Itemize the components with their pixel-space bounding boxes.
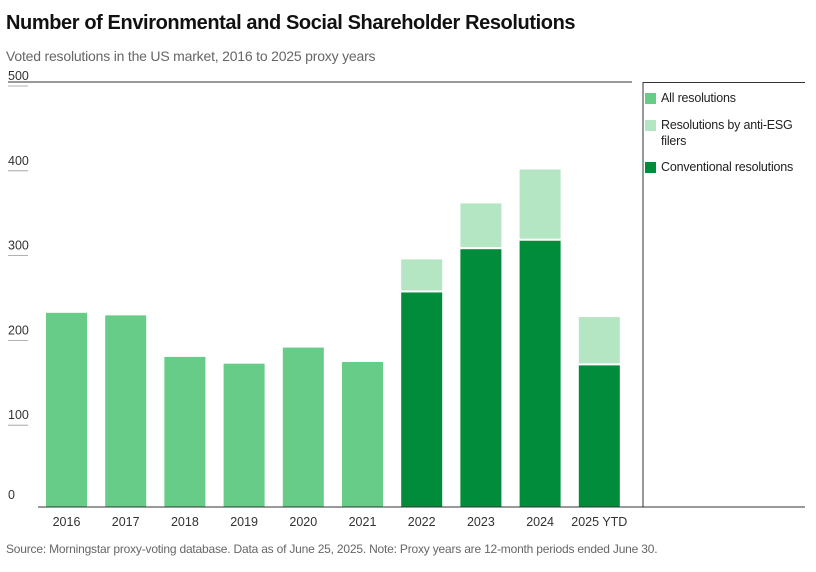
bar-anti-esg-7 [460,203,502,248]
legend-item-conventional: Conventional resolutions [643,159,805,175]
legend-item-all-resolutions: All resolutions [643,90,805,106]
y-tick-label-400: 400 [8,154,29,168]
legend: All resolutions Resolutions by anti-ESG … [643,82,805,175]
bar-conventional-7 [460,249,502,507]
bar-all-resolutions-2 [164,356,206,507]
x-tick-label-4: 2020 [289,515,317,529]
y-tick-label-500: 500 [8,69,29,83]
legend-swatch-anti-esg [645,120,656,131]
bar-chart: 0 100 200 300 400 500 2016 2017 2018 2019 2020 2021… [8,69,805,529]
bar-all-resolutions-4 [282,347,324,507]
y-tick-label-0: 0 [8,488,15,502]
legend-label-all-resolutions: All resolutions [661,91,736,105]
x-tick-label-3: 2019 [230,515,258,529]
x-tick-label-2: 2018 [171,515,199,529]
bar-all-resolutions-5 [342,361,383,507]
bar-anti-esg-8 [519,169,561,239]
y-tick-label-100: 100 [8,408,29,422]
bar-conventional-8 [519,240,561,507]
bar-all-resolutions-1 [105,315,147,507]
legend-label-conventional: Conventional resolutions [661,160,794,174]
legend-swatch-all-resolutions [645,93,656,104]
bar-conventional-6 [401,292,443,507]
x-tick-label-5: 2021 [349,515,377,529]
chart-subtitle: Voted resolutions in the US market, 2016… [6,48,376,64]
legend-swatch-conventional [645,162,656,173]
legend-label-anti-esg: Resolutions by anti-ESG filers [661,118,793,148]
bar-anti-esg-9 [578,317,620,364]
x-tick-label-8: 2024 [526,515,554,529]
x-tick-label-6: 2022 [408,515,436,529]
bar-all-resolutions-3 [223,363,265,507]
x-tick-label-1: 2017 [112,515,140,529]
chart-title: Number of Environmental and Social Share… [6,12,576,34]
bar-conventional-9 [578,365,620,507]
x-tick-label-7: 2023 [467,515,495,529]
bar-all-resolutions-0 [46,312,87,507]
x-tick-label-9: 2025 YTD [571,515,627,529]
y-tick-label-200: 200 [8,323,29,337]
legend-top-rule [643,82,805,83]
source-note: Source: Morningstar proxy-voting databas… [6,542,658,556]
y-tick-label-300: 300 [8,239,29,253]
legend-item-anti-esg: Resolutions by anti-ESG filers [643,117,805,149]
x-tick-label-0: 2016 [53,515,81,529]
bar-anti-esg-6 [401,259,443,291]
